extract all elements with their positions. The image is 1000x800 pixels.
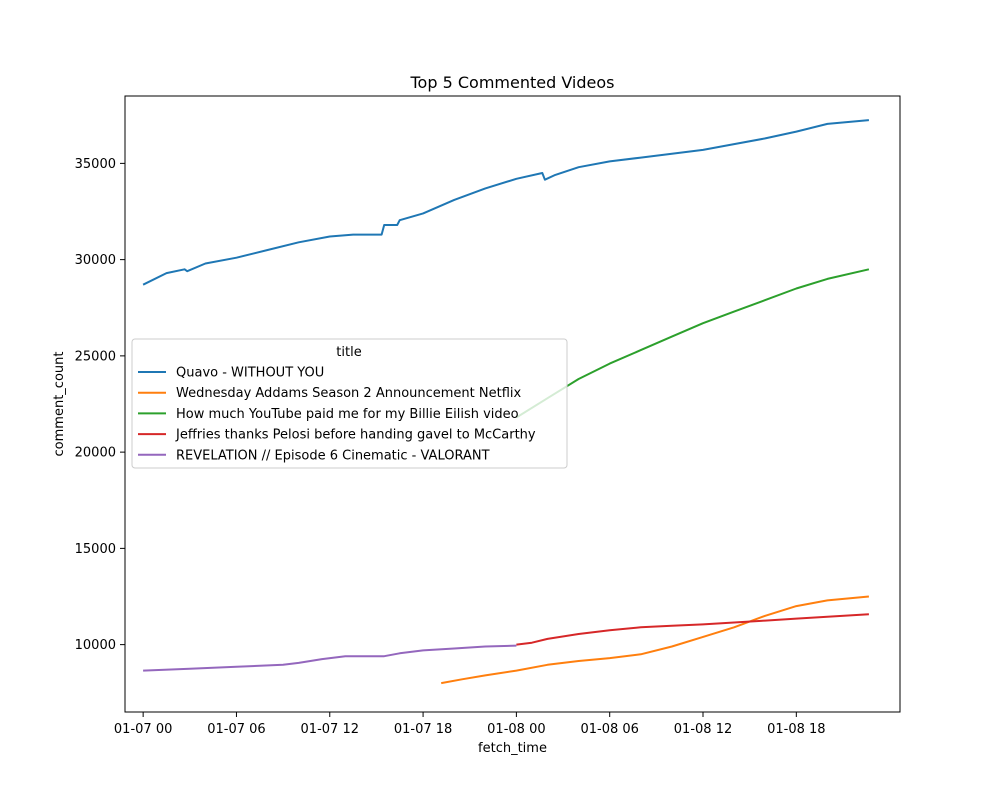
series-line-4 [516,613,869,646]
y-tick-label: 25000 [75,349,116,364]
y-tick-label: 30000 [75,253,116,268]
y-axis-label: comment_count [52,352,67,457]
x-axis: 01-07 00 01-07 06 01-07 12 01-07 18 01-08 00… [114,712,826,737]
chart-title: Top 5 Commented Videos [410,73,615,92]
plot-frame [124,95,901,713]
legend-entry-label: Jeffries thanks Pelosi before handing ga… [175,428,536,443]
y-tick-label: 15000 [75,542,116,557]
x-axis-label: fetch_time [478,741,547,756]
legend-entry-label: Wednesday Addams Season 2 Announcement N… [176,386,522,401]
series-layer [142,119,870,685]
x-tick-label: 01-08 06 [580,722,638,737]
legend-entry-label: Quavo - WITHOUT YOU [176,366,324,381]
x-tick-label: 01-07 00 [114,722,172,737]
x-tick-label: 01-07 12 [301,722,359,737]
series-line-5 [143,644,517,672]
legend-title: title [336,345,361,360]
series-line-2 [441,595,869,685]
legend-entry-label: REVELATION // Episode 6 Cinematic - VALO… [176,448,490,463]
x-tick-label: 01-08 12 [674,722,732,737]
series-line-1 [142,119,869,286]
x-tick-label: 01-08 18 [767,722,825,737]
legend: title Quavo - WITHOUT YOU Wednesday Addam… [131,338,568,469]
x-tick-label: 01-07 18 [394,722,452,737]
legend-entry-label: How much YouTube paid me for my Billie E… [176,407,519,422]
x-tick-label: 01-07 06 [207,722,265,737]
series-line-3 [515,268,870,419]
legend-box [131,338,568,469]
legend-items: Quavo - WITHOUT YOU Wednesday Addams Seas… [138,366,536,463]
y-axis: 10000 15000 20000 25000 30000 35000 [75,157,125,653]
y-tick-label: 35000 [75,157,116,172]
y-tick-label: 20000 [75,446,116,461]
x-tick-label: 01-08 00 [487,722,545,737]
y-tick-label: 10000 [75,638,116,653]
